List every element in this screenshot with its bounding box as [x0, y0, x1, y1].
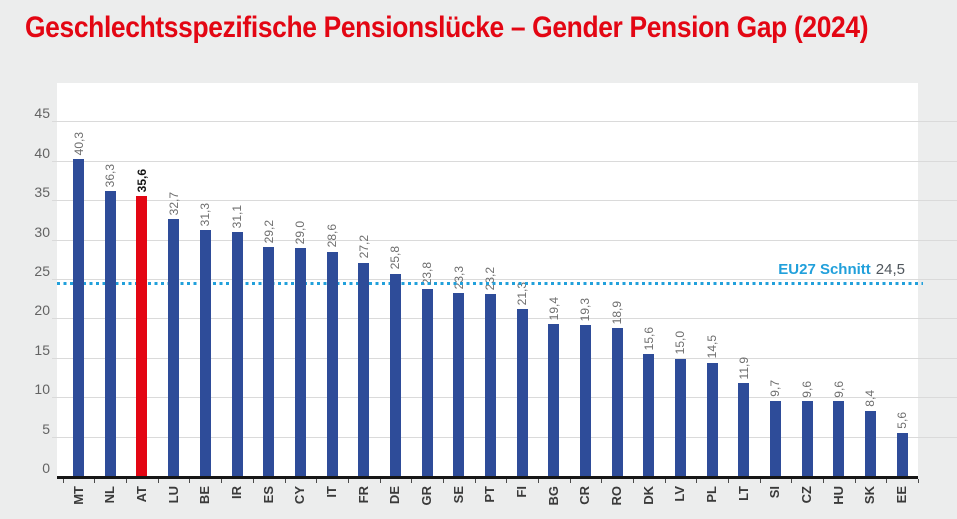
x-axis-label: CY: [292, 486, 308, 505]
x-axis-label: DE: [387, 486, 403, 505]
x-axis-tick: [126, 479, 128, 483]
y-axis-tick-label: 35: [34, 184, 50, 201]
x-axis-tick: [664, 479, 666, 483]
y-axis-tick-label: 40: [34, 144, 50, 161]
x-axis-label: SE: [450, 486, 466, 504]
x-axis-tick: [189, 479, 191, 483]
x-axis-label: IT: [324, 486, 340, 498]
x-axis-label: LV: [672, 486, 688, 502]
x-axis-label: ES: [260, 486, 276, 504]
x-axis-tick: [791, 479, 793, 483]
x-axis-tick: [347, 479, 349, 483]
x-axis-label: IR: [229, 486, 244, 499]
x-axis-tick: [918, 479, 919, 483]
y-axis-tick-label: 25: [34, 263, 50, 279]
x-axis-tick: [94, 479, 96, 483]
x-axis-label: EE: [894, 486, 910, 504]
x-axis-tick: [221, 479, 223, 483]
x-axis-tick: [632, 479, 634, 483]
x-axis-label: BE: [197, 486, 213, 505]
x-axis-tick: [537, 479, 539, 483]
x-axis-label: AT: [133, 486, 149, 503]
x-axis-tick: [252, 479, 254, 483]
x-axis-tick: [569, 479, 571, 483]
x-axis-label: CR: [577, 486, 593, 505]
x-axis-tick: [62, 479, 64, 483]
y-axis-tick-label: 20: [34, 302, 50, 319]
x-axis-tick: [284, 479, 286, 483]
y-axis-tick-label: 30: [34, 223, 50, 240]
y-axis-tick-label: 0: [42, 460, 50, 476]
x-axis-label: BG: [545, 486, 561, 506]
x-axis-tick: [601, 479, 603, 483]
x-axis-label: RO: [609, 486, 625, 506]
x-axis-tick: [379, 479, 381, 483]
x-axis-label: NL: [102, 486, 118, 504]
x-axis-label: SI: [767, 486, 783, 499]
x-axis-label: FI: [514, 486, 530, 498]
eu27-average-label-text: EU27 Schnitt: [778, 261, 871, 278]
x-axis-tick: [854, 479, 856, 483]
x-axis-tick: [474, 479, 476, 483]
x-axis-label: DK: [640, 486, 656, 505]
x-axis-label: PL: [704, 486, 720, 503]
chart-title: Geschlechtsspezifische Pensionslücke – G…: [25, 11, 869, 44]
y-axis-tick-label: 45: [34, 105, 50, 122]
x-axis-label: CZ: [799, 486, 815, 504]
x-axis-tick: [506, 479, 508, 483]
x-axis-tick: [442, 479, 444, 483]
x-axis-label: LU: [165, 486, 181, 504]
eu27-average-label: EU27 Schnitt 24,5: [778, 261, 905, 278]
x-axis-line: [57, 476, 918, 479]
x-axis-tick: [759, 479, 761, 483]
x-axis-label: GR: [419, 486, 435, 506]
x-axis-label: PT: [482, 486, 498, 503]
y-axis-tick-label: 15: [34, 341, 50, 358]
x-axis-label: MT: [70, 486, 86, 505]
x-axis-label: FR: [355, 486, 371, 504]
eu27-average-value: 24,5: [875, 261, 905, 278]
x-axis-tick: [316, 479, 318, 483]
x-axis-tick: [696, 479, 698, 483]
x-axis-label: LT: [735, 486, 751, 501]
x-axis-tick: [411, 479, 413, 483]
x-axis-tick: [822, 479, 824, 483]
x-axis-label: SK: [862, 486, 878, 505]
x-axis-tick: [727, 479, 729, 483]
x-axis-label: HU: [830, 486, 846, 505]
x-axis-tick: [886, 479, 888, 483]
eu27-average-line: [57, 282, 923, 286]
y-axis-tick-label: 5: [42, 420, 50, 437]
chart-plot-area: [57, 83, 918, 477]
y-axis-tick-label: 10: [34, 381, 50, 398]
x-axis-tick: [157, 479, 159, 483]
